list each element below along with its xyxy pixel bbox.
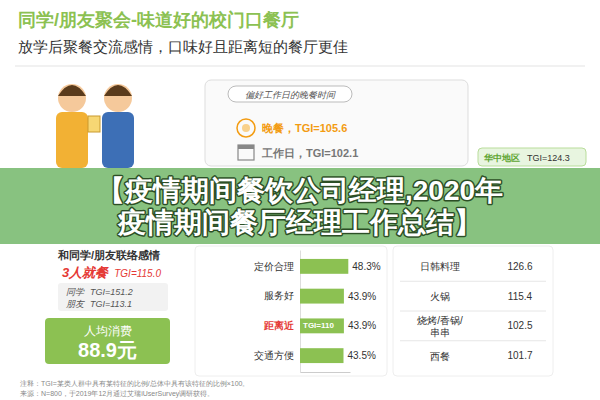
row-separator (400, 311, 546, 312)
highlight: 3人就餐 (62, 265, 109, 280)
annotations: TGI=110 (303, 321, 334, 330)
region-tgi: TGI=124.3 (527, 153, 570, 163)
bar (300, 348, 344, 363)
y-tick-label: 交通方便 (254, 350, 294, 361)
social-panel: 和同学/朋友联络感情 3人就餐 TGI=115.0 同学 TGI=151.2 朋友 TGI=… (57, 249, 168, 311)
panel-item: 工作日，TGI=102.1 (261, 147, 358, 159)
person-body (102, 112, 134, 168)
person-body (56, 112, 88, 168)
bars (300, 259, 348, 363)
panel-title: 偏好工作日的晚餐时间 (245, 90, 336, 100)
cuisine-tgi: 101.7 (507, 350, 532, 361)
data-label: 43.9% (348, 291, 376, 302)
chart-panel (195, 246, 387, 376)
calendar-icon (238, 145, 254, 149)
text-line: 烧烤/香锅/ (417, 314, 463, 325)
cuisine-tgi: 115.4 (508, 291, 533, 302)
spend-box (45, 318, 170, 364)
bar (300, 318, 344, 333)
row-tgi: TGI=151.2 (90, 287, 133, 297)
beer-mug (88, 116, 100, 132)
text-line: 串串 (430, 326, 450, 337)
row-box (58, 283, 168, 311)
text-line: 西餐 (430, 350, 450, 361)
x-axis (301, 372, 351, 373)
region-box (478, 148, 586, 166)
cuisine-name: 火锅 (430, 291, 450, 302)
footnote: 注释：TGI=某类人群中具有某特征的比例/总体中具有该特征的比例×100。 (20, 380, 249, 388)
row-tgi: TGI=113.1 (90, 299, 132, 309)
person-hair (58, 85, 86, 96)
person-head (58, 84, 86, 112)
bar-chart: 定价合理服务好距离近交通方便 48.3% 43.9% 43.9% 43.5% TGI=11… (195, 246, 387, 376)
text-line: 日韩料理 (420, 261, 460, 272)
y-tick-label: 服务好 (264, 290, 294, 301)
row-separator (400, 281, 546, 282)
person-head (104, 84, 132, 112)
bar (300, 289, 344, 304)
spend-label: 人均消费 (84, 324, 132, 338)
region: 华中地区 TGI=124.3 (478, 148, 586, 166)
y-tick-label: 距离近 (263, 320, 295, 331)
spend: 人均消费88.9元 (45, 318, 170, 364)
banner-band (0, 168, 600, 244)
title: 同学/朋友聚会-味道好的校门口餐厅 (18, 10, 299, 30)
text-line: 疫情期间餐厅经理工作总结】 (117, 207, 482, 238)
separator (15, 66, 585, 67)
pill (228, 86, 352, 102)
table-panel (393, 246, 553, 376)
spend-value: 88.9元 (78, 339, 137, 361)
panel-title: 和同学/朋友联络感情 (57, 249, 160, 261)
x-axis-line (301, 372, 351, 373)
plate-icon (237, 119, 255, 137)
cuisine-name: 西餐 (430, 350, 450, 361)
plate-icon (242, 124, 250, 132)
annotation: TGI=110 (303, 321, 334, 330)
highlight-tgi: TGI=115.0 (114, 268, 161, 279)
person-hair (104, 85, 132, 96)
footnotes: 注释：TGI=某类人群中具有某特征的比例/总体中具有该特征的比例×100。来源：… (20, 380, 249, 398)
header: 同学/朋友聚会-味道好的校门口餐厅放学后聚餐交流感情，口味好且距离短的餐厅更佳 (15, 10, 585, 66)
row-separator (400, 340, 546, 341)
panel-box (205, 80, 468, 166)
y-axis: 定价合理服务好距离近交通方便 (254, 251, 301, 373)
y-tick: 定价合理 (254, 261, 294, 272)
text-line: 火锅 (430, 291, 450, 302)
infographic: 同学/朋友聚会-味道好的校门口餐厅放学后聚餐交流感情，口味好且距离短的餐厅更佳偏… (0, 0, 600, 400)
data-label: 48.3% (352, 261, 380, 272)
cuisine-tgi: 126.6 (507, 261, 532, 272)
text-line: 【疫情期间餐饮公司经理,2020年 (97, 175, 503, 206)
banner-text: 【疫情期间餐饮公司经理,2020年疫情期间餐厅经理工作总结】 (97, 175, 503, 238)
region-name: 华中地区 (483, 153, 520, 163)
background (0, 0, 600, 400)
cuisine-table: 日韩料理 126.6 火锅 115.4 烧烤/香锅/串串 102.5 西餐 101.7 (393, 246, 553, 376)
people-illustration (56, 84, 134, 168)
banner: 【疫情期间餐饮公司经理,2020年疫情期间餐厅经理工作总结】 (0, 168, 600, 244)
time-panel: 偏好工作日的晚餐时间晚餐，TGI=105.6 工作日，TGI=102.1 (205, 80, 468, 166)
panel-item: 晚餐，TGI=105.6 (262, 122, 347, 134)
cuisine-tgi: 102.5 (507, 320, 532, 331)
y-tick: 服务好 (264, 290, 294, 301)
y-tick: 距离近 (263, 320, 295, 331)
y-tick-label: 定价合理 (254, 261, 294, 272)
cuisine-name: 烧烤/香锅/串串 (417, 314, 463, 337)
cuisine-name: 日韩料理 (420, 261, 460, 272)
row-name: 朋友 (66, 299, 85, 309)
data-label: 43.9% (348, 320, 376, 331)
footnote: 来源：N=800，于2019年12月通过艾瑞iUserSurvey调研获得。 (20, 390, 214, 398)
subtitle: 放学后聚餐交流感情，口味好且距离短的餐厅更佳 (18, 38, 348, 55)
data-label: 43.5% (348, 350, 376, 361)
bar (300, 259, 348, 274)
data-labels: 48.3% 43.9% 43.9% 43.5% (348, 261, 381, 361)
calendar-icon (238, 145, 254, 160)
row-name: 同学 (66, 287, 85, 297)
y-tick: 交通方便 (254, 350, 294, 361)
